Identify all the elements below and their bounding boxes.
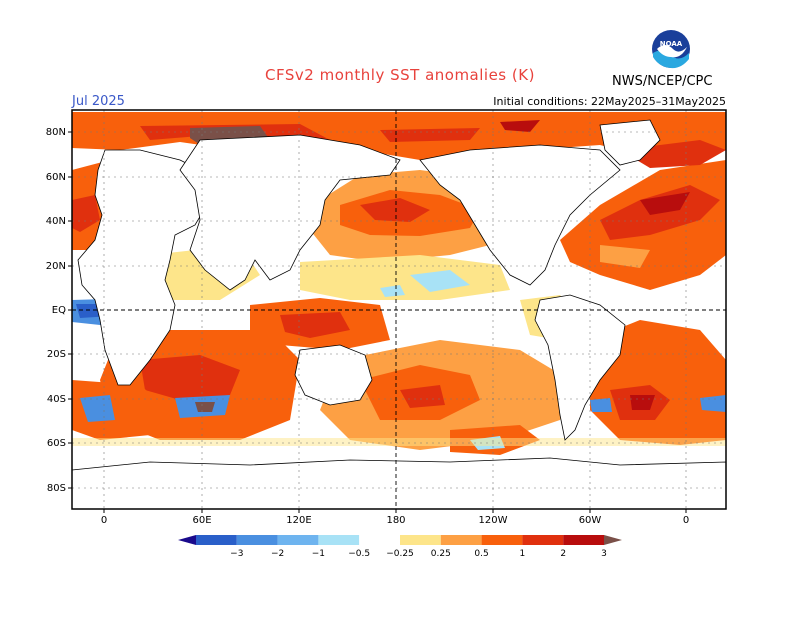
map-field [72,110,726,509]
colorbar-segment [440,535,482,545]
lat-label: EQ [52,305,66,316]
lat-axis: 80N 60N 40N 20N EQ 20S 40S 60S 80S [46,127,72,494]
colorbar-extend-low [178,535,196,545]
org-label: NWS/NCEP/CPC [612,74,713,89]
colorbar-tick-label: −3 [230,549,243,559]
colorbar-segment [400,535,441,545]
graticule [72,110,726,509]
colorbar-tick-label: 2 [560,549,566,559]
colorbar-segment [359,535,400,545]
lon-axis: 0 60E 120E 180 120W 60W 0 [101,509,689,526]
colorbar-segment [196,535,237,545]
colorbar-tick-label: 0.5 [474,549,488,559]
lat-label: 20N [46,261,66,272]
initial-conditions: Initial conditions: 22May2025–31May2025 [493,95,726,108]
lon-label: 60W [579,515,602,526]
colorbar-tick-label: −0.5 [348,549,370,559]
colorbar-tick-label: 1 [520,549,526,559]
colorbar-extend-high [604,535,622,545]
colorbar-segment [481,535,523,545]
lon-label: 180 [386,515,405,526]
map-title: CFSv2 monthly SST anomalies (K) [265,66,535,84]
lat-label: 80S [47,483,66,494]
lon-label: 120E [286,515,311,526]
lat-label: 80N [46,127,66,138]
colorbar-tick-label: 0.25 [431,549,451,559]
colorbar-tick-label: −2 [271,549,284,559]
land-greenland [599,119,661,166]
reference-lines [72,110,726,509]
lat-label: 40S [47,394,66,405]
lon-label: 60E [192,515,211,526]
lon-label: 0 [683,515,689,526]
lon-label: 120W [479,515,508,526]
land-south-america [534,294,626,441]
lat-label: 20S [47,349,66,360]
lat-label: 60S [47,438,66,449]
lat-label: 60N [46,172,66,183]
lat-label: 40N [46,216,66,227]
colorbar-segment [277,535,319,545]
land-antarctica [72,457,726,509]
colorbar: −3 −2 −1 −0.5 −0.25 0.25 0.5 1 2 3 [178,535,622,559]
colorbar-segment [318,535,360,545]
lon-label: 0 [101,515,107,526]
logo-text: NOAA [660,40,683,48]
colorbar-segment [236,535,278,545]
colorbar-tick-label: −0.25 [386,549,414,559]
forecast-month: Jul 2025 [72,94,125,109]
land-australia [294,344,373,406]
land-north-america [419,144,621,286]
colorbar-tick-label: −1 [312,549,325,559]
colorbar-segment [522,535,564,545]
colorbar-tick-label: 3 [601,549,607,559]
colorbar-segment [563,535,604,545]
noaa-logo-icon: NOAA [652,30,690,69]
land-asia [179,134,401,291]
